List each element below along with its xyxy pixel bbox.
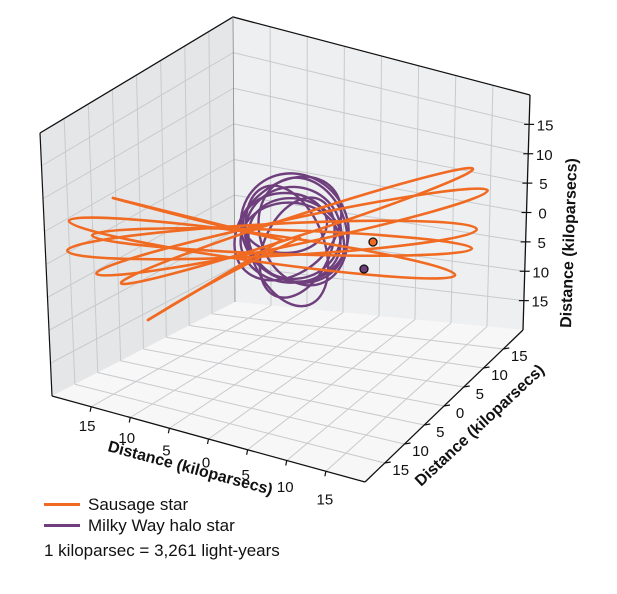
svg-text:10: 10: [532, 264, 549, 281]
svg-text:15: 15: [511, 348, 528, 365]
svg-text:10: 10: [536, 147, 553, 164]
unit-note: 1 kiloparsec = 3,261 light-years: [44, 541, 280, 560]
svg-text:5: 5: [241, 467, 249, 484]
svg-text:10: 10: [412, 443, 429, 460]
svg-text:15: 15: [317, 491, 334, 508]
legend-label: Milky Way halo star: [88, 515, 235, 535]
left-pane-edge: [39, 132, 53, 397]
svg-text:15: 15: [537, 117, 554, 134]
legend-label: Sausage star: [88, 494, 189, 514]
sausage-line-swatch-icon: [44, 503, 80, 506]
svg-text:5: 5: [537, 235, 545, 252]
svg-text:5: 5: [539, 176, 547, 193]
svg-text:15: 15: [79, 418, 96, 435]
svg-text:0: 0: [456, 405, 464, 422]
floor-pane: [52, 302, 523, 482]
svg-text:5: 5: [162, 442, 170, 459]
legend-item-sausage: Sausage star: [44, 494, 235, 515]
legend: Sausage star Milky Way halo star: [44, 494, 235, 536]
halo-line-swatch-icon: [44, 524, 80, 527]
svg-text:5: 5: [476, 386, 484, 403]
svg-text:5: 5: [436, 424, 444, 441]
z-axis-label: Distance (kiloparsecs): [558, 158, 581, 328]
svg-text:15: 15: [532, 294, 549, 311]
svg-text:10: 10: [277, 479, 294, 496]
halo-star-marker: [359, 264, 369, 274]
legend-item-halo: Milky Way halo star: [44, 515, 235, 536]
svg-text:0: 0: [202, 455, 210, 472]
svg-text:0: 0: [538, 206, 546, 223]
svg-text:10: 10: [491, 367, 508, 384]
svg-text:10: 10: [118, 430, 135, 447]
sausage-star-orbit: [65, 166, 489, 322]
svg-text:15: 15: [392, 462, 409, 479]
sausage-star-marker: [368, 237, 378, 247]
